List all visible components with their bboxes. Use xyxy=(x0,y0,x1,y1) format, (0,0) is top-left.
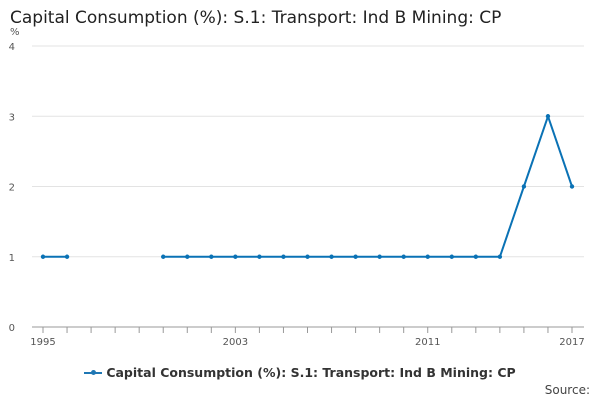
data-point xyxy=(473,254,479,259)
data-point xyxy=(569,184,575,189)
legend-series-label: Capital Consumption (%): S.1: Transport:… xyxy=(106,365,516,380)
data-point xyxy=(329,254,334,259)
data-point xyxy=(305,254,310,259)
data-point xyxy=(545,114,551,119)
data-point xyxy=(497,254,503,259)
y-tick-label: 3 xyxy=(9,112,15,123)
data-point xyxy=(521,184,527,189)
y-axis-label: % xyxy=(10,27,20,38)
series-line xyxy=(163,115,573,258)
x-tick-label: 1995 xyxy=(30,337,55,348)
y-tick-label: 1 xyxy=(9,253,15,264)
data-point xyxy=(257,254,262,259)
chart-title: Capital Consumption (%): S.1: Transport:… xyxy=(10,8,502,28)
data-point xyxy=(449,254,454,259)
data-point xyxy=(209,254,214,259)
data-point xyxy=(64,254,70,259)
data-point xyxy=(185,254,190,259)
source-label: Source: xyxy=(544,383,590,397)
legend[interactable]: Capital Consumption (%): S.1: Transport:… xyxy=(0,365,600,380)
legend-series-swatch xyxy=(84,369,103,375)
y-tick-label: 2 xyxy=(9,183,15,194)
data-point xyxy=(401,254,406,259)
data-point xyxy=(161,254,166,259)
data-point xyxy=(40,254,46,259)
x-tick-label: 2017 xyxy=(559,337,584,348)
data-point xyxy=(377,254,382,259)
data-point xyxy=(233,254,238,259)
x-tick-label: 2011 xyxy=(415,337,440,348)
y-axis: 0 1 2 3 4% xyxy=(9,27,20,334)
series-layer xyxy=(40,114,575,259)
data-point xyxy=(281,254,286,259)
y-tick-label: 0 xyxy=(9,323,15,334)
grid-lines xyxy=(32,45,584,258)
x-axis: 1995 2003 2011 2017 xyxy=(30,326,585,348)
x-tick-label: 2003 xyxy=(223,337,248,348)
data-point xyxy=(425,254,430,259)
data-point xyxy=(353,254,358,259)
y-tick-label: 4 xyxy=(9,42,15,53)
